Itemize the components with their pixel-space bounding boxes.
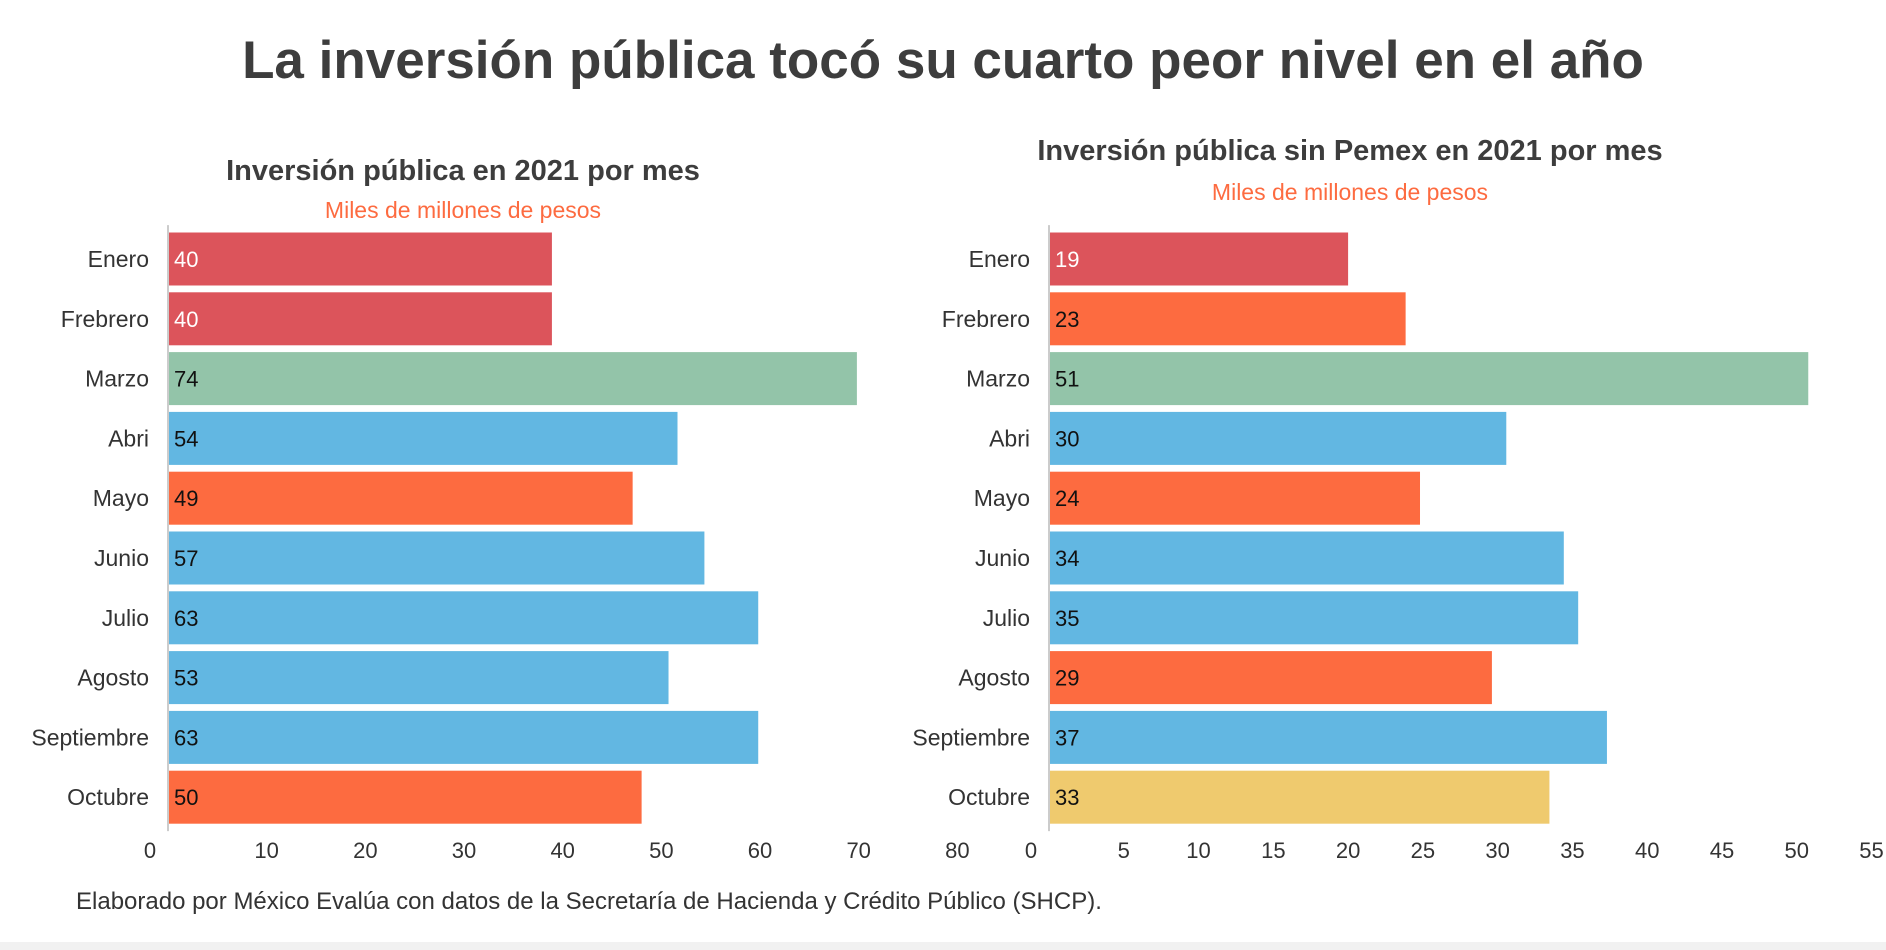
bar-frebrero — [1049, 292, 1406, 346]
category-label: Julio — [983, 605, 1030, 631]
x-tick-label: 45 — [1710, 838, 1734, 863]
bar-julio — [1049, 591, 1579, 645]
x-tick-label: 20 — [353, 838, 377, 863]
data-label: 30 — [1055, 426, 1079, 451]
data-label: 29 — [1055, 666, 1079, 691]
source-note: Elaborado por México Evalúa con datos de… — [76, 888, 1102, 915]
x-tick-label: 10 — [1186, 838, 1210, 863]
bar-septiembre — [1049, 710, 1607, 764]
data-label: 24 — [1055, 486, 1079, 511]
data-label: 50 — [174, 785, 198, 810]
bar-octubre — [168, 770, 642, 824]
x-tick-label: 55 — [1859, 838, 1883, 863]
chart-subtitle: Miles de millones de pesos — [325, 197, 601, 223]
x-tick-label: 25 — [1411, 838, 1435, 863]
category-label: Agosto — [958, 665, 1030, 691]
data-label: 40 — [174, 247, 198, 272]
bar-enero — [168, 232, 552, 286]
data-label: 23 — [1055, 307, 1079, 332]
category-label: Junio — [975, 545, 1030, 571]
bar-abri — [168, 411, 678, 465]
category-label: Septiembre — [31, 724, 149, 750]
bar-octubre — [1049, 770, 1550, 824]
data-label: 49 — [174, 486, 198, 511]
x-tick-label: 5 — [1118, 838, 1130, 863]
bar-agosto — [1049, 651, 1492, 705]
x-tick-label: 50 — [1785, 838, 1809, 863]
x-tick-label: 0 — [1025, 838, 1037, 863]
category-label: Abri — [108, 425, 149, 451]
data-label: 19 — [1055, 247, 1079, 272]
bar-junio — [168, 531, 705, 585]
x-tick-label: 10 — [254, 838, 278, 863]
x-tick-label: 20 — [1336, 838, 1360, 863]
x-tick-label: 35 — [1560, 838, 1584, 863]
data-label: 35 — [1055, 606, 1079, 631]
category-label: Octubre — [948, 784, 1030, 810]
data-label: 63 — [174, 725, 198, 750]
category-label: Frebrero — [942, 306, 1030, 332]
bar-mayo — [1049, 471, 1421, 525]
category-label: Julio — [102, 605, 149, 631]
category-label: Mayo — [93, 485, 149, 511]
bar-junio — [1049, 531, 1564, 585]
data-label: 33 — [1055, 785, 1079, 810]
category-label: Enero — [969, 246, 1030, 272]
category-label: Frebrero — [61, 306, 149, 332]
x-tick-label: 40 — [1635, 838, 1659, 863]
category-label: Junio — [94, 545, 149, 571]
x-tick-label: 70 — [846, 838, 870, 863]
data-label: 37 — [1055, 725, 1079, 750]
data-label: 51 — [1055, 367, 1079, 392]
main-title: La inversión pública tocó su cuarto peor… — [242, 31, 1644, 90]
chart-title: Inversión pública sin Pemex en 2021 por … — [1037, 135, 1662, 167]
data-label: 53 — [174, 666, 198, 691]
bar-mayo — [168, 471, 633, 525]
bar-frebrero — [168, 292, 552, 346]
x-tick-label: 15 — [1261, 838, 1285, 863]
category-label: Septiembre — [912, 724, 1030, 750]
chart-subtitle: Miles de millones de pesos — [1212, 179, 1488, 205]
bar-enero — [1049, 232, 1349, 286]
data-label: 74 — [174, 367, 198, 392]
category-label: Octubre — [67, 784, 149, 810]
bar-julio — [168, 591, 759, 645]
bar-agosto — [168, 651, 669, 705]
data-label: 57 — [174, 546, 198, 571]
chart-title: Inversión pública en 2021 por mes — [226, 155, 700, 187]
data-label: 54 — [174, 426, 198, 451]
bar-septiembre — [168, 710, 759, 764]
x-tick-label: 60 — [748, 838, 772, 863]
x-tick-label: 80 — [945, 838, 969, 863]
category-label: Agosto — [77, 665, 149, 691]
category-label: Mayo — [974, 485, 1030, 511]
x-tick-label: 30 — [452, 838, 476, 863]
category-label: Marzo — [966, 366, 1030, 392]
bar-marzo — [1049, 352, 1809, 406]
x-tick-label: 50 — [649, 838, 673, 863]
x-tick-label: 0 — [144, 838, 156, 863]
category-label: Marzo — [85, 366, 149, 392]
bar-marzo — [168, 352, 857, 406]
x-tick-label: 30 — [1485, 838, 1509, 863]
data-label: 40 — [174, 307, 198, 332]
bar-abri — [1049, 411, 1507, 465]
x-tick-label: 40 — [550, 838, 574, 863]
data-label: 63 — [174, 606, 198, 631]
data-label: 34 — [1055, 546, 1079, 571]
category-label: Abri — [989, 425, 1030, 451]
category-label: Enero — [88, 246, 149, 272]
